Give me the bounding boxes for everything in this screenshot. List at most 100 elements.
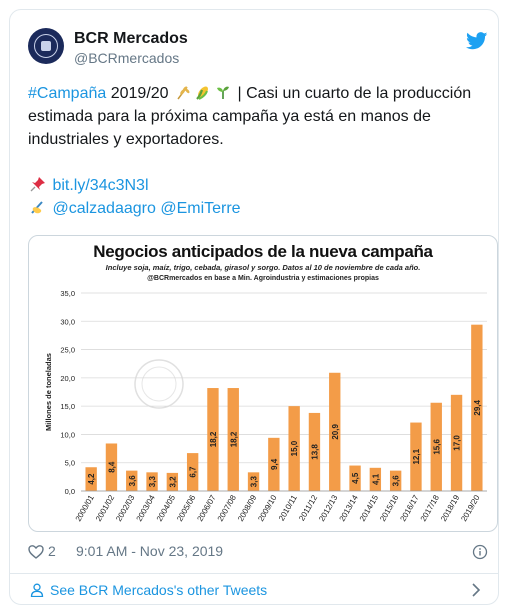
x-tick-label: 2015/16 xyxy=(378,493,401,523)
data-label: 15,6 xyxy=(432,439,441,455)
y-tick-label: 15,0 xyxy=(60,402,75,411)
y-tick-label: 30,0 xyxy=(60,317,75,326)
bar xyxy=(227,388,239,491)
tweet-meta: 2 9:01 AM - Nov 23, 2019 xyxy=(28,542,488,562)
x-tick-label: 2003/04 xyxy=(135,493,158,523)
x-tick-label: 2006/07 xyxy=(195,493,218,523)
data-label: 3,3 xyxy=(250,476,259,488)
x-tick-label: 2012/13 xyxy=(317,493,340,523)
y-tick-label: 5,0 xyxy=(65,459,75,468)
data-label: 3,6 xyxy=(392,475,401,487)
bar xyxy=(389,470,402,491)
bar xyxy=(349,465,361,491)
avatar[interactable] xyxy=(28,28,64,64)
bar xyxy=(247,472,260,491)
bar xyxy=(126,470,138,491)
bar xyxy=(146,472,158,491)
x-tick-label: 2000/01 xyxy=(74,493,97,523)
watermark-seal-inner xyxy=(141,366,177,402)
x-tick-label: 2005/06 xyxy=(175,493,198,523)
bar xyxy=(308,412,321,491)
x-tick-label: 2017/18 xyxy=(419,493,442,523)
bar xyxy=(369,467,382,491)
heart-icon[interactable] xyxy=(28,544,44,560)
bar-chart: 0,0 5,0 10,0 15,0 20,0 25,0 30,0 35,0 Millones d… xyxy=(44,289,487,523)
x-tick-label: 2018/19 xyxy=(439,493,462,523)
y-tick-label: 20,0 xyxy=(60,374,75,383)
data-label: 12,1 xyxy=(412,448,421,464)
timestamp[interactable]: 9:01 AM - Nov 23, 2019 xyxy=(76,543,224,559)
x-tick-label: 2010/11 xyxy=(277,493,299,523)
data-label: 17,0 xyxy=(453,435,462,451)
tweet-header: BCR Mercados @BCRmercados xyxy=(28,28,488,72)
x-tick-label: 2008/09 xyxy=(236,493,259,523)
y-tick-label: 0,0 xyxy=(65,487,75,496)
avatar-logo xyxy=(34,34,58,58)
y-tick-label: 35,0 xyxy=(60,289,75,298)
x-tick-label: 2013/14 xyxy=(338,493,361,523)
info-icon[interactable] xyxy=(472,544,488,560)
footer-bar[interactable]: See BCR Mercados's other Tweets xyxy=(10,573,498,604)
chevron-right-icon[interactable] xyxy=(470,583,482,597)
chart-source: @BCRmercados en base a Min. Agroindustri… xyxy=(147,275,379,282)
x-tick-label: 2007/08 xyxy=(216,493,239,523)
bar xyxy=(430,402,442,491)
tweet-line-1-tail: | Casi un cuarto de la producción xyxy=(237,85,472,102)
chart-title: Negocios anticipados de la nueva campaña xyxy=(93,242,433,261)
data-label: 4,5 xyxy=(351,472,360,484)
data-label: 8,4 xyxy=(107,461,116,473)
x-tick-label: 2002/03 xyxy=(114,493,137,523)
seedling-icon xyxy=(217,86,230,99)
mention-emiterre[interactable]: @EmiTerre xyxy=(160,200,241,217)
display-name[interactable]: BCR Mercados xyxy=(74,30,188,47)
mention-calzadaagro[interactable]: @calzadaagro xyxy=(52,200,156,217)
bar xyxy=(329,372,341,491)
tweet-card: BCR Mercados @BCRmercados #Campaña 2019/… xyxy=(9,9,499,605)
data-label: 4,1 xyxy=(371,473,380,485)
twitter-bird-icon[interactable] xyxy=(466,32,488,50)
campaign-year: 2019/20 xyxy=(110,85,169,102)
bar xyxy=(288,406,300,491)
data-label: 3,2 xyxy=(168,476,177,488)
hashtag-link[interactable]: #Campaña xyxy=(28,85,107,102)
y-tick-label: 25,0 xyxy=(60,346,75,355)
data-label: 13,8 xyxy=(310,444,319,460)
x-tick-label: 2011/12 xyxy=(297,493,319,523)
author-names[interactable]: BCR Mercados @BCRmercados xyxy=(74,29,188,67)
data-label: 18,2 xyxy=(209,431,218,447)
short-link[interactable]: bit.ly/34c3N3l xyxy=(52,177,149,194)
x-tick-label: 2009/10 xyxy=(256,493,279,523)
person-icon xyxy=(30,583,44,597)
data-label: 6,7 xyxy=(189,466,198,478)
corn-icon xyxy=(196,86,208,100)
data-label: 3,3 xyxy=(148,476,157,488)
data-label: 18,2 xyxy=(229,431,238,447)
x-tick-label: 2004/05 xyxy=(155,493,178,523)
chart-image[interactable]: Negocios anticipados de la nueva campaña… xyxy=(28,235,498,532)
bar xyxy=(450,394,463,491)
wheat-icon xyxy=(177,86,190,100)
pushpin-icon xyxy=(30,177,45,192)
data-label: 4,2 xyxy=(87,473,96,485)
y-tick-label: 10,0 xyxy=(60,430,75,439)
data-label: 3,6 xyxy=(128,475,137,487)
tweet-line-3: industriales y exportadores. xyxy=(28,131,224,148)
handle[interactable]: @BCRmercados xyxy=(74,50,180,66)
x-tick-label: 2016/17 xyxy=(398,493,421,523)
like-count: 2 xyxy=(48,543,56,559)
y-axis-label: Millones de toneladas xyxy=(44,353,53,431)
bar xyxy=(471,324,483,491)
chart-subtitle: Incluye soja, maíz, trigo, cebada, giras… xyxy=(105,263,421,272)
see-other-tweets-link[interactable]: See BCR Mercados's other Tweets xyxy=(50,582,268,598)
bar xyxy=(410,422,422,491)
bar xyxy=(166,472,179,491)
x-tick-label: 2014/15 xyxy=(358,493,381,523)
x-tick-label: 2001/02 xyxy=(94,493,117,523)
data-label: 15,0 xyxy=(290,440,299,456)
data-label: 29,4 xyxy=(473,400,482,416)
bar xyxy=(85,467,97,491)
tweet-text: #Campaña 2019/20 | Casi un cuarto de la … xyxy=(28,82,488,220)
bar xyxy=(105,443,118,491)
data-label: 9,4 xyxy=(270,458,279,470)
bar xyxy=(207,388,219,491)
